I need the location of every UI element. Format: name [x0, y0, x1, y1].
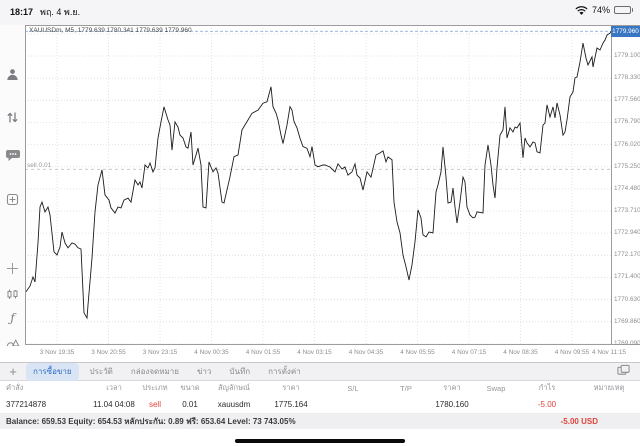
battery-icon [614, 6, 633, 14]
trade-arrows-icon[interactable] [0, 111, 25, 124]
time-tick-label: 3 Nov 20:55 [91, 349, 126, 356]
cell-profit: -5.00 [537, 399, 557, 409]
panels-icon[interactable] [617, 363, 630, 381]
cell-time: 11.04 04:08 [93, 399, 135, 409]
dock-tab[interactable]: ประวัติ [89, 367, 113, 376]
column-header: Swap [486, 383, 506, 393]
dock-tab[interactable]: การตั้งค่า [268, 367, 301, 376]
add-tab-button[interactable]: + [9, 364, 17, 379]
home-indicator[interactable] [235, 439, 405, 443]
price-tick-label: 1769.860 [614, 317, 640, 325]
time-axis: 3 Nov 19:35 3 Nov 20:55 3 Nov 23:15 4 Nov 0… [0, 346, 640, 362]
time-tick-label: 4 Nov 08:35 [503, 349, 538, 356]
column-header: ราคา [443, 383, 461, 392]
position-sell-label: sell 0.01 [27, 161, 52, 169]
indicators-icon[interactable]: ƒ [10, 311, 15, 325]
price-tick-label: 1777.560 [614, 96, 640, 104]
time-tick-label: 4 Nov 01:55 [245, 349, 281, 356]
column-header: T/P [400, 383, 412, 393]
price-tick-label: 1773.710 [614, 207, 640, 215]
chart-info-line: XAUUSDm, M5, 1779.639 1780.341 1779.639 … [29, 27, 192, 34]
time-tick-label: 4 Nov 04:35 [348, 349, 384, 356]
status-time: 18:17 [10, 7, 34, 17]
price-axis: 1779.8701779.1001778.3301777.5601776.790… [611, 25, 640, 347]
trade-table-row[interactable]: 377214878 11.04 04:08 sell 0.01 xauusdm 1775.… [0, 395, 640, 414]
wifi-icon [575, 5, 588, 15]
left-toolbar: ƒ M5 [0, 25, 25, 370]
chart-type-icon[interactable] [0, 288, 25, 301]
trade-table-header: คำสั่ง เวลา ประเภท ขนาด สัญลักษณ์ ราคา S/L T/P ร… [0, 381, 640, 395]
price-tick-label: 1778.330 [614, 74, 640, 82]
price-tick-label: 1776.020 [614, 140, 640, 148]
cell-symbol: xauusdm [217, 399, 251, 409]
time-tick-label: 3 Nov 19:35 [39, 349, 75, 356]
time-tick-label: 4 Nov 11:15 [592, 349, 626, 356]
battery-percent: 74% [591, 5, 610, 15]
time-tick-label: 4 Nov 05:55 [400, 349, 435, 356]
time-tick-label: 4 Nov 09:55 [554, 349, 590, 356]
chart-plot-area[interactable] [25, 25, 611, 345]
time-tick-label: 3 Nov 23:15 [142, 349, 178, 356]
cell-type: sell [148, 399, 161, 409]
dock-tab[interactable]: บันทึก [229, 367, 251, 376]
cell-price: 1780.160 [435, 399, 469, 409]
current-price-badge: 1779.960 [611, 25, 640, 37]
price-tick-label: 1776.790 [614, 118, 640, 126]
account-bar: Balance: 659.53 Equity: 654.53 หลักประกั… [0, 414, 640, 429]
price-tick-label: 1772.940 [614, 229, 640, 237]
column-header: ประเภท [142, 383, 168, 392]
price-tick-label: 1769.090 [614, 339, 640, 347]
column-header: เวลา [106, 383, 122, 392]
cell-order: 377214878 [6, 399, 47, 409]
status-bar: 18:17 พฤ. 4 พ.ย. 74% [0, 0, 640, 25]
status-date: พฤ. 4 พ.ย. [40, 7, 81, 17]
column-header: กำไร [538, 383, 556, 392]
price-tick-label: 1771.400 [614, 273, 640, 281]
time-tick-label: 4 Nov 03:15 [297, 349, 332, 356]
time-tick-label: 4 Nov 00:35 [194, 349, 229, 356]
crosshair-icon[interactable] [0, 262, 25, 275]
dock-tab[interactable]: การซื้อขาย [26, 362, 79, 381]
column-header: คำสั่ง [6, 383, 24, 392]
chat-icon[interactable] [0, 149, 25, 162]
cell-open_price: 1775.164 [274, 399, 308, 409]
price-tick-label: 1779.100 [614, 52, 640, 60]
account-profit: -5.00 USD [560, 417, 598, 426]
dock-tab[interactable]: ข่าว [196, 367, 212, 376]
account-summary: Balance: 659.53 Equity: 654.53 หลักประกั… [6, 417, 296, 426]
bottom-dock: + การซื้อขาย ประวัติ กล่องจดหมาย ข่าว บันทึก… [0, 362, 640, 381]
home-area [0, 429, 640, 447]
column-header: ขนาด [180, 383, 200, 392]
price-tick-label: 1774.480 [614, 184, 640, 192]
cell-volume: 0.01 [182, 399, 198, 409]
column-header: S/L [347, 383, 359, 393]
price-tick-label: 1775.250 [614, 162, 640, 170]
new-order-icon[interactable] [0, 193, 25, 206]
column-header: สัญลักษณ์ [217, 383, 250, 392]
account-icon[interactable] [0, 68, 25, 81]
time-tick-label: 4 Nov 07:15 [451, 349, 487, 356]
price-tick-label: 1770.630 [614, 295, 640, 303]
dock-tab[interactable]: กล่องจดหมาย [130, 367, 179, 376]
dock-tabs: การซื้อขาย ประวัติ กล่องจดหมาย ข่าว บันทึก กา… [26, 362, 308, 381]
column-header: หมายเหตุ [593, 383, 625, 392]
column-header: ราคา [282, 383, 300, 392]
price-tick-label: 1772.170 [614, 251, 640, 259]
